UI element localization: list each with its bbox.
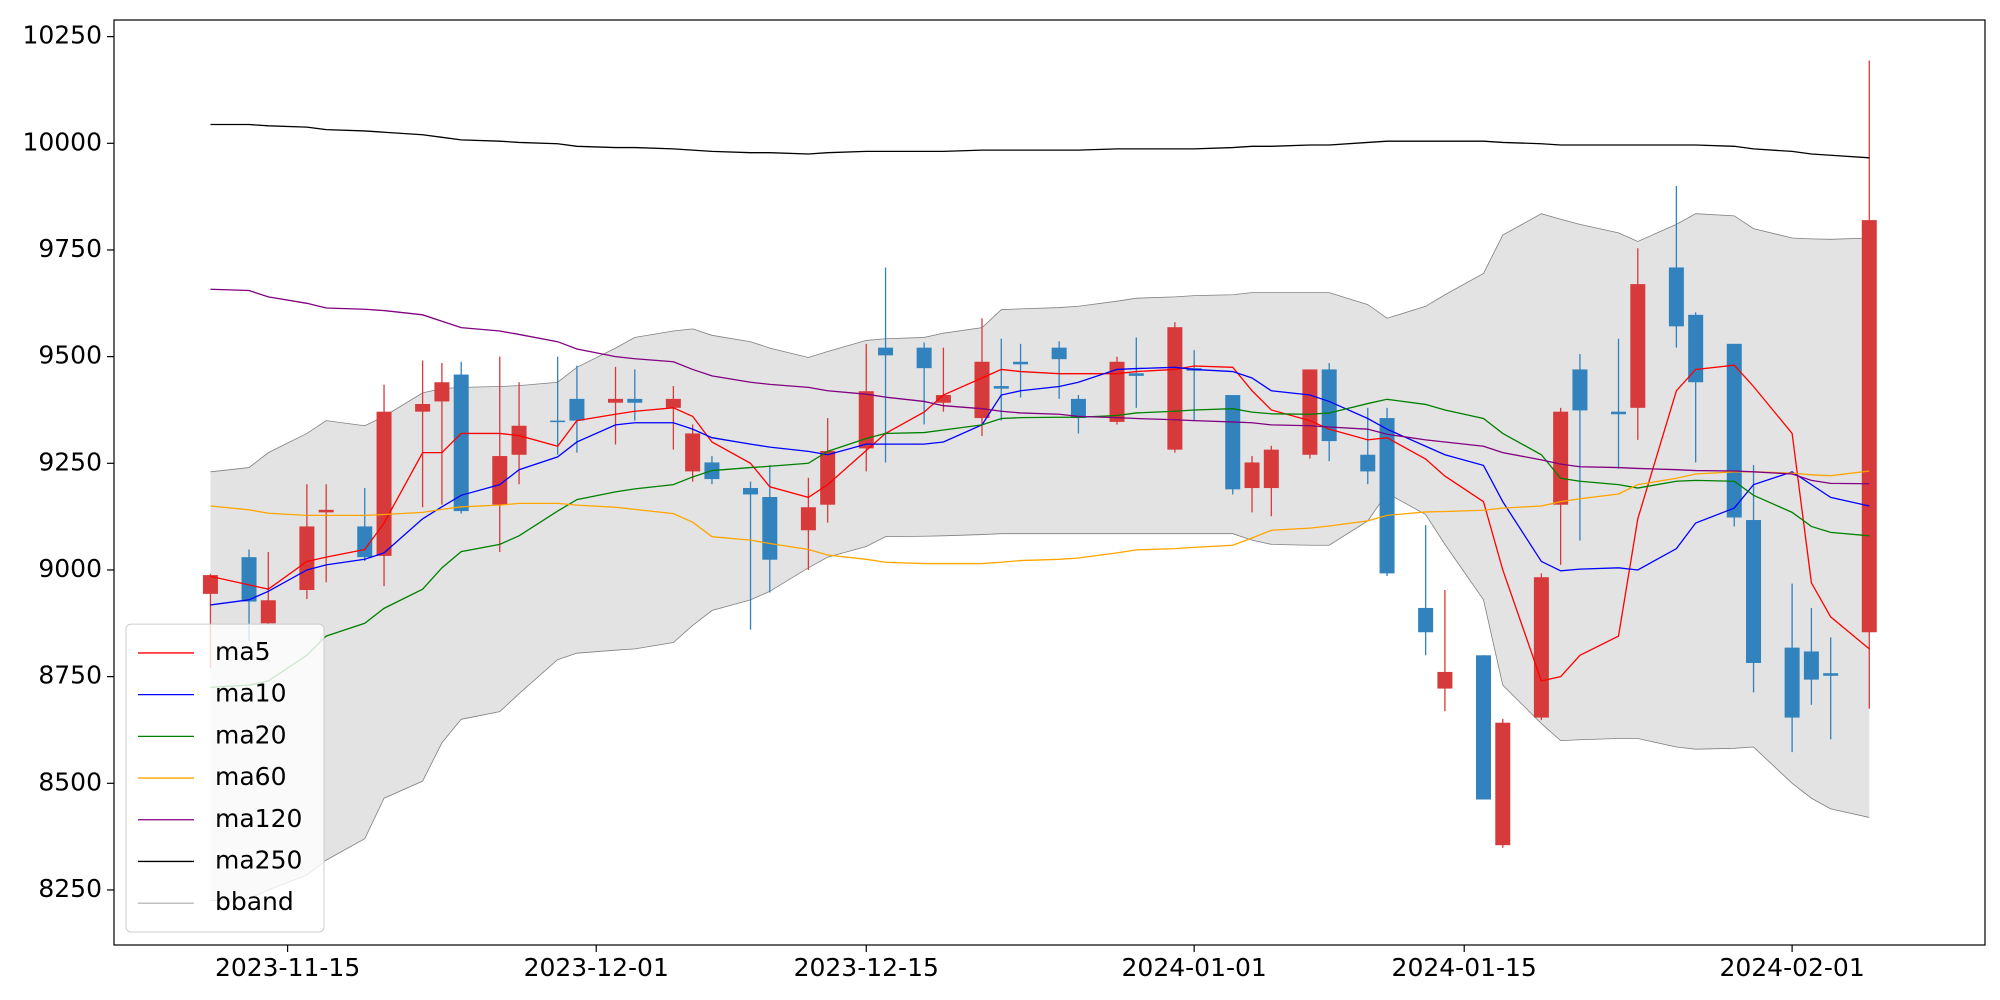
x-tick-label: 2023-12-01 <box>524 953 669 982</box>
legend-label: bband <box>215 887 294 916</box>
candle-body <box>1572 369 1588 411</box>
candle-body <box>1418 607 1434 633</box>
y-tick-label: 9000 <box>38 554 102 583</box>
candle-body <box>260 600 276 624</box>
candle-body <box>858 391 874 449</box>
y-tick-label: 9750 <box>38 234 102 263</box>
candle-body <box>1533 577 1549 718</box>
legend-label: ma20 <box>215 720 286 749</box>
candle-body <box>1803 651 1819 680</box>
x-tick-label: 2023-12-15 <box>794 953 939 982</box>
candle-body <box>1379 418 1395 574</box>
candle-body <box>1437 671 1453 689</box>
candle-body <box>1263 449 1279 489</box>
candle-body <box>627 398 643 403</box>
candle-body <box>357 526 373 558</box>
candle-body <box>1611 411 1627 415</box>
legend-label: ma120 <box>215 804 302 833</box>
candle-body <box>1475 655 1491 800</box>
bband-upper <box>210 213 1870 473</box>
candle-body <box>1128 373 1144 376</box>
y-tick-label: 8500 <box>38 767 102 796</box>
candle-body <box>800 507 816 531</box>
candle-body <box>376 411 392 556</box>
candle-body <box>453 374 469 512</box>
candle-body <box>1013 361 1029 365</box>
bband-lower <box>210 492 1870 902</box>
legend-label: ma5 <box>215 637 271 666</box>
candle-body <box>1668 267 1684 327</box>
candle-body <box>1726 343 1742 518</box>
y-tick-label: 9250 <box>38 447 102 476</box>
x-tick-label: 2024-02-01 <box>1719 953 1864 982</box>
candle-body <box>511 425 527 455</box>
x-tick-label: 2024-01-15 <box>1392 953 1537 982</box>
candle-body <box>665 398 681 408</box>
candle-body <box>820 450 836 505</box>
candle-body <box>1823 673 1839 676</box>
candle-body <box>492 456 508 505</box>
ma-line <box>210 123 1870 159</box>
candle-body <box>241 557 257 602</box>
y-tick-label: 8250 <box>38 874 102 903</box>
candle-body <box>1225 395 1241 490</box>
candle-body <box>1244 462 1260 489</box>
candle-body <box>743 488 759 495</box>
legend-frame <box>125 623 325 933</box>
bband-area <box>210 213 1870 901</box>
candle-body <box>1167 327 1183 450</box>
candle-body <box>1302 369 1318 455</box>
candle-body <box>318 509 334 513</box>
y-tick-label: 10250 <box>22 21 102 50</box>
candle-body <box>993 386 1009 389</box>
candle-body <box>685 433 701 472</box>
x-tick-label: 2024-01-01 <box>1122 953 1267 982</box>
y-tick-label: 8750 <box>38 661 102 690</box>
y-tick-label: 9500 <box>38 341 102 370</box>
candle-body <box>1688 314 1704 383</box>
x-tick-label: 2023-11-15 <box>215 953 360 982</box>
ma-line <box>210 366 1870 606</box>
legend-label: ma250 <box>215 845 302 874</box>
legend-label: ma10 <box>215 679 286 708</box>
candle-body <box>415 403 431 412</box>
plot-area <box>202 60 1877 902</box>
candle-body <box>1360 454 1376 472</box>
plot-frame <box>113 19 1986 946</box>
candle-body <box>1051 347 1067 360</box>
candle-body <box>1861 220 1877 633</box>
candle-body <box>1553 411 1569 505</box>
ma-line <box>210 288 1870 485</box>
candle-body <box>1495 722 1511 846</box>
candle-body <box>299 526 315 591</box>
candle-body <box>935 395 951 403</box>
ma-line <box>210 470 1870 565</box>
legend-label: ma60 <box>215 762 286 791</box>
candle-body <box>916 347 932 369</box>
candle-body <box>762 497 778 560</box>
candle-body <box>1630 284 1646 408</box>
candle-body <box>1784 647 1800 718</box>
candle-body <box>1109 361 1125 422</box>
candle-body <box>1070 398 1086 419</box>
legend: ma5 ma10 ma20 ma60 ma120 ma250 bband <box>125 623 325 933</box>
candle-body <box>434 382 450 402</box>
candle-body <box>1746 520 1762 663</box>
candle-body <box>878 347 894 356</box>
candle-body <box>569 398 585 421</box>
ma-line <box>210 398 1870 688</box>
candle-body <box>550 420 566 423</box>
candle-body <box>1321 369 1337 442</box>
candle-body <box>608 398 624 403</box>
ma-line <box>210 364 1870 682</box>
y-tick-label: 10000 <box>22 127 102 156</box>
candle-body <box>202 575 218 594</box>
